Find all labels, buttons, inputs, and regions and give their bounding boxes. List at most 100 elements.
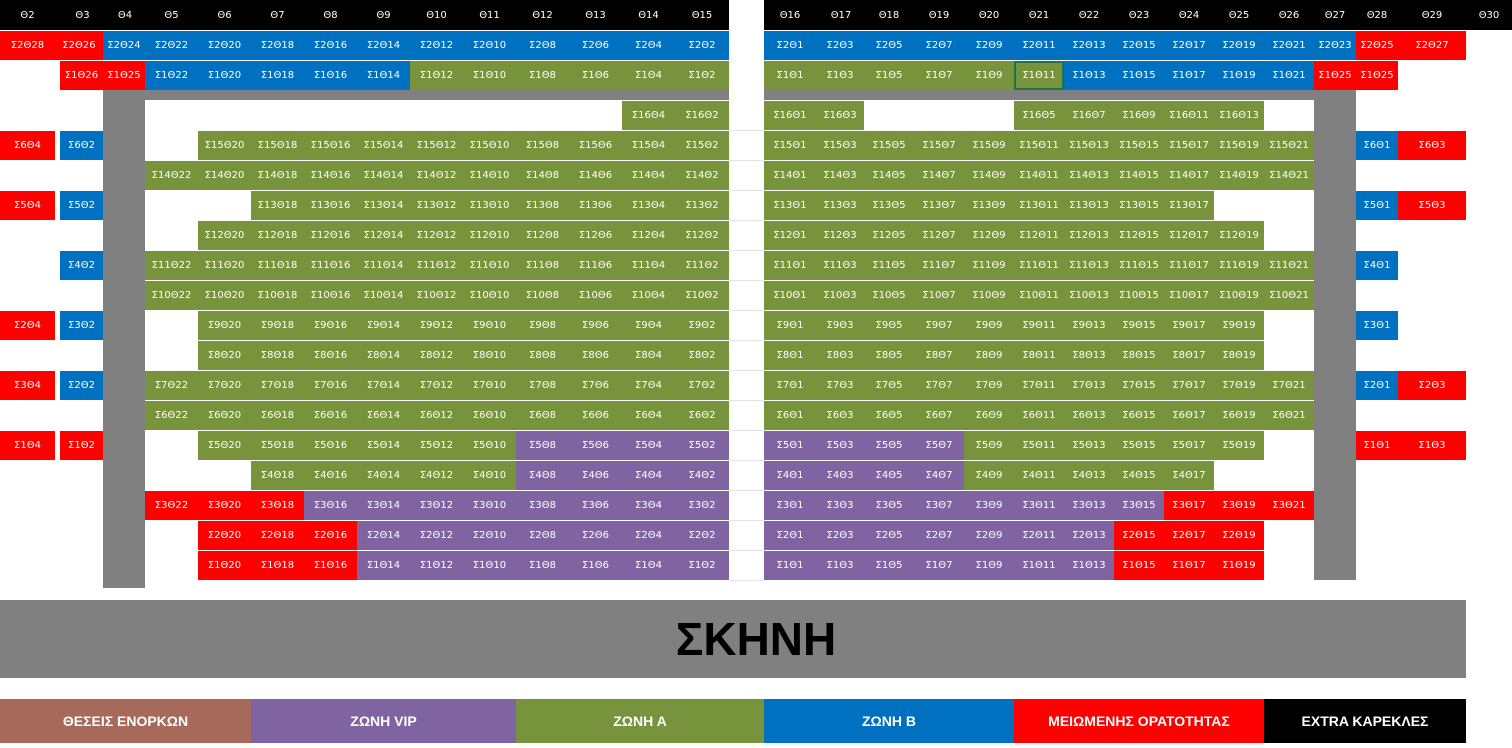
seat[interactable]: Σ12Θ10 bbox=[463, 221, 516, 250]
seat[interactable]: Σ14Θ14 bbox=[357, 161, 410, 190]
seat[interactable]: Σ11Θ8 bbox=[516, 251, 569, 280]
seat[interactable]: Σ11Θ2 bbox=[675, 251, 729, 280]
seat[interactable]: Σ14Θ2 bbox=[675, 161, 729, 190]
seat[interactable]: Σ4Θ13 bbox=[1064, 461, 1114, 490]
seat[interactable]: Σ11Θ4 bbox=[622, 251, 675, 280]
seat[interactable]: Σ14Θ16 bbox=[304, 161, 357, 190]
balcony-seat[interactable]: Σ1Θ1 bbox=[764, 61, 816, 90]
seat[interactable]: Σ15Θ14 bbox=[357, 131, 410, 160]
seat[interactable]: Σ11Θ12 bbox=[410, 251, 463, 280]
balcony-seat[interactable]: Σ1Θ25 bbox=[1356, 61, 1398, 90]
seat[interactable]: Σ2Θ10 bbox=[463, 521, 516, 550]
balcony-seat[interactable]: Σ1Θ22 bbox=[145, 61, 198, 90]
seat[interactable]: Σ6Θ22 bbox=[145, 401, 198, 430]
seat[interactable]: Σ7Θ14 bbox=[357, 371, 410, 400]
side-box-seat[interactable]: Σ1Θ1 bbox=[1356, 431, 1398, 460]
seat[interactable]: Σ4Θ10 bbox=[463, 461, 516, 490]
balcony-seat[interactable]: Σ1Θ26 bbox=[60, 61, 103, 90]
seat[interactable]: Σ12Θ17 bbox=[1164, 221, 1214, 250]
seat[interactable]: Σ8Θ15 bbox=[1114, 341, 1164, 370]
seat[interactable]: Σ15Θ2 bbox=[675, 131, 729, 160]
seat[interactable]: Σ11Θ18 bbox=[251, 251, 304, 280]
seat[interactable]: Σ2Θ13 bbox=[1064, 521, 1114, 550]
seat[interactable]: Σ14Θ6 bbox=[569, 161, 622, 190]
seat[interactable]: Σ3Θ11 bbox=[1014, 491, 1064, 520]
seat[interactable]: Σ2Θ5 bbox=[864, 521, 914, 550]
side-box-seat[interactable]: Σ4Θ1 bbox=[1356, 251, 1398, 280]
balcony-seat[interactable]: Σ2Θ24 bbox=[103, 31, 145, 60]
seat[interactable]: Σ1Θ17 bbox=[1164, 551, 1214, 580]
balcony-seat[interactable]: Σ2Θ15 bbox=[1114, 31, 1164, 60]
seat[interactable]: Σ16Θ5 bbox=[1014, 101, 1064, 130]
seat[interactable]: Σ14Θ19 bbox=[1214, 161, 1264, 190]
side-box-seat[interactable]: Σ2Θ2 bbox=[60, 371, 103, 400]
seat[interactable]: Σ15Θ20 bbox=[198, 131, 251, 160]
seat[interactable]: Σ2Θ4 bbox=[622, 521, 675, 550]
seat[interactable]: Σ3Θ4 bbox=[622, 491, 675, 520]
seat[interactable]: Σ7Θ6 bbox=[569, 371, 622, 400]
seat[interactable]: Σ12Θ16 bbox=[304, 221, 357, 250]
balcony-seat[interactable]: Σ1Θ20 bbox=[198, 61, 251, 90]
seat[interactable]: Σ3Θ17 bbox=[1164, 491, 1214, 520]
seat[interactable]: Σ6Θ18 bbox=[251, 401, 304, 430]
seat[interactable]: Σ10Θ2 bbox=[675, 281, 729, 310]
side-box-seat[interactable]: Σ5Θ2 bbox=[60, 191, 103, 220]
seat[interactable]: Σ1Θ8 bbox=[516, 551, 569, 580]
seat[interactable]: Σ4Θ17 bbox=[1164, 461, 1214, 490]
seat[interactable]: Σ10Θ1 bbox=[764, 281, 816, 310]
seat[interactable]: Σ16Θ13 bbox=[1214, 101, 1264, 130]
seat[interactable]: Σ9Θ1 bbox=[764, 311, 816, 340]
seat[interactable]: Σ9Θ11 bbox=[1014, 311, 1064, 340]
seat[interactable]: Σ3Θ14 bbox=[357, 491, 410, 520]
seat[interactable]: Σ7Θ9 bbox=[964, 371, 1014, 400]
seat[interactable]: Σ5Θ18 bbox=[251, 431, 304, 460]
seat[interactable]: Σ5Θ3 bbox=[816, 431, 864, 460]
seat[interactable]: Σ16Θ1 bbox=[764, 101, 816, 130]
balcony-seat[interactable]: Σ1Θ2 bbox=[675, 61, 729, 90]
seat[interactable]: Σ13Θ18 bbox=[251, 191, 304, 220]
side-box-seat[interactable]: Σ4Θ2 bbox=[60, 251, 103, 280]
seat[interactable]: Σ10Θ11 bbox=[1014, 281, 1064, 310]
seat[interactable]: Σ15Θ19 bbox=[1214, 131, 1264, 160]
seat[interactable]: Σ11Θ20 bbox=[198, 251, 251, 280]
seat[interactable]: Σ6Θ8 bbox=[516, 401, 569, 430]
seat[interactable]: Σ13Θ17 bbox=[1164, 191, 1214, 220]
seat[interactable]: Σ4Θ15 bbox=[1114, 461, 1164, 490]
balcony-seat[interactable]: Σ1Θ25 bbox=[1314, 61, 1356, 90]
seat[interactable]: Σ2Θ11 bbox=[1014, 521, 1064, 550]
seat[interactable]: Σ7Θ20 bbox=[198, 371, 251, 400]
seat[interactable]: Σ9Θ20 bbox=[198, 311, 251, 340]
side-box-seat[interactable]: Σ1Θ3 bbox=[1398, 431, 1466, 460]
seat[interactable]: Σ3Θ3 bbox=[816, 491, 864, 520]
seat[interactable]: Σ6Θ11 bbox=[1014, 401, 1064, 430]
seat[interactable]: Σ8Θ4 bbox=[622, 341, 675, 370]
seat[interactable]: Σ6Θ16 bbox=[304, 401, 357, 430]
seat[interactable]: Σ5Θ1 bbox=[764, 431, 816, 460]
seat[interactable]: Σ8Θ2 bbox=[675, 341, 729, 370]
balcony-seat[interactable]: Σ1Θ17 bbox=[1164, 61, 1214, 90]
seat[interactable]: Σ15Θ3 bbox=[816, 131, 864, 160]
seat[interactable]: Σ9Θ12 bbox=[410, 311, 463, 340]
seat[interactable]: Σ14Θ12 bbox=[410, 161, 463, 190]
seat[interactable]: Σ4Θ11 bbox=[1014, 461, 1064, 490]
seat[interactable]: Σ6Θ19 bbox=[1214, 401, 1264, 430]
side-box-seat[interactable]: Σ6Θ4 bbox=[0, 131, 55, 160]
balcony-seat[interactable]: Σ2Θ6 bbox=[569, 31, 622, 60]
seat[interactable]: Σ5Θ6 bbox=[569, 431, 622, 460]
balcony-seat[interactable]: Σ1Θ12 bbox=[410, 61, 463, 90]
seat[interactable]: Σ2Θ8 bbox=[516, 521, 569, 550]
balcony-seat[interactable]: Σ1Θ10 bbox=[463, 61, 516, 90]
balcony-seat[interactable]: Σ2Θ19 bbox=[1214, 31, 1264, 60]
seat[interactable]: Σ10Θ4 bbox=[622, 281, 675, 310]
seat[interactable]: Σ9Θ7 bbox=[914, 311, 964, 340]
seat[interactable]: Σ10Θ17 bbox=[1164, 281, 1214, 310]
seat[interactable]: Σ14Θ8 bbox=[516, 161, 569, 190]
seat[interactable]: Σ10Θ3 bbox=[816, 281, 864, 310]
seat[interactable]: Σ3Θ13 bbox=[1064, 491, 1114, 520]
seat[interactable]: Σ6Θ10 bbox=[463, 401, 516, 430]
seat[interactable]: Σ15Θ16 bbox=[304, 131, 357, 160]
seat[interactable]: Σ9Θ9 bbox=[964, 311, 1014, 340]
seat[interactable]: Σ12Θ14 bbox=[357, 221, 410, 250]
seat[interactable]: Σ8Θ8 bbox=[516, 341, 569, 370]
seat[interactable]: Σ2Θ9 bbox=[964, 521, 1014, 550]
